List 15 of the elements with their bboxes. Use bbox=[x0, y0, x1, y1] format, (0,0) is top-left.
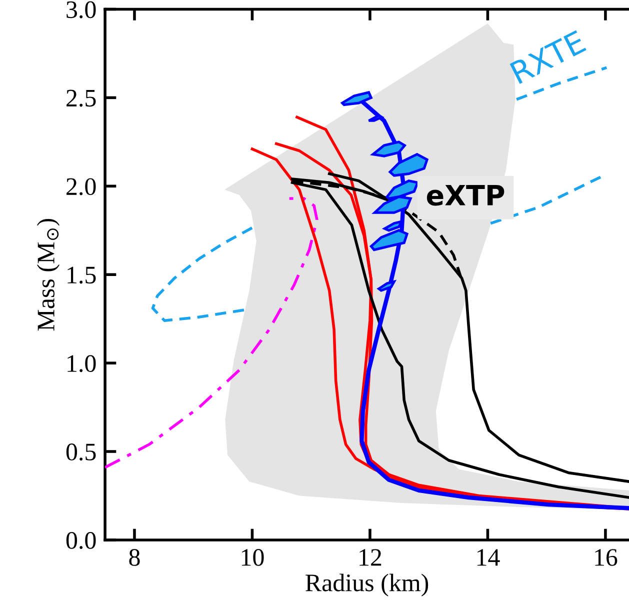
x-tick-label: 14 bbox=[477, 549, 500, 566]
annotation: eXTP bbox=[426, 185, 504, 206]
y-axis-title: Mass (M$_{⊙}$) bbox=[36, 218, 60, 331]
x-tick-label: 16 bbox=[595, 549, 618, 566]
y-tick-label: 2.5 bbox=[66, 90, 96, 107]
y-tick-label: 2.0 bbox=[66, 178, 96, 196]
y-tick-label: 1.5 bbox=[68, 266, 96, 284]
x-tick-label: 8 bbox=[129, 549, 140, 566]
y-tick-label: 1.0 bbox=[68, 355, 96, 372]
x-axis-title: Radius (km) bbox=[306, 574, 428, 596]
x-tick-label: 12 bbox=[360, 549, 382, 566]
y-tick-label: 0.0 bbox=[66, 532, 96, 549]
y-tick-label: 3.0 bbox=[66, 1, 96, 18]
x-tick-label: 10 bbox=[242, 549, 264, 566]
y-tick-label: 0.5 bbox=[66, 444, 96, 461]
